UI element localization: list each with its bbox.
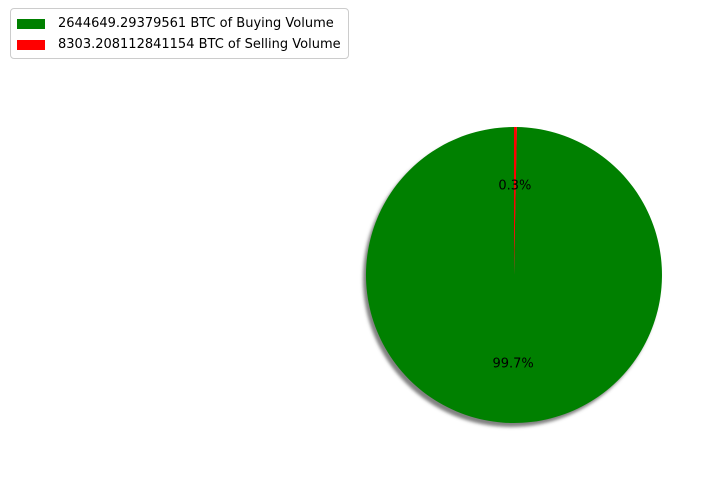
pie-slices — [365, 127, 662, 423]
pie-label-selling: 0.3% — [498, 179, 531, 194]
pie-label-buying: 99.7% — [492, 356, 533, 371]
legend-item-buying: 2644649.29379561 BTC of Buying Volume — [17, 13, 341, 34]
legend-swatch-buying — [17, 18, 45, 29]
legend-swatch-selling — [17, 39, 45, 50]
legend-label-selling: 8303.208112841154 BTC of Selling Volume — [58, 37, 341, 52]
legend: 2644649.29379561 BTC of Buying Volume 83… — [10, 8, 349, 59]
legend-label-buying: 2644649.29379561 BTC of Buying Volume — [58, 16, 334, 31]
pie-labels: 99.7% 0.3% — [492, 179, 533, 372]
pie-slice-selling — [514, 127, 517, 275]
legend-item-selling: 8303.208112841154 BTC of Selling Volume — [17, 34, 341, 55]
pie-slice-buying — [365, 127, 662, 423]
